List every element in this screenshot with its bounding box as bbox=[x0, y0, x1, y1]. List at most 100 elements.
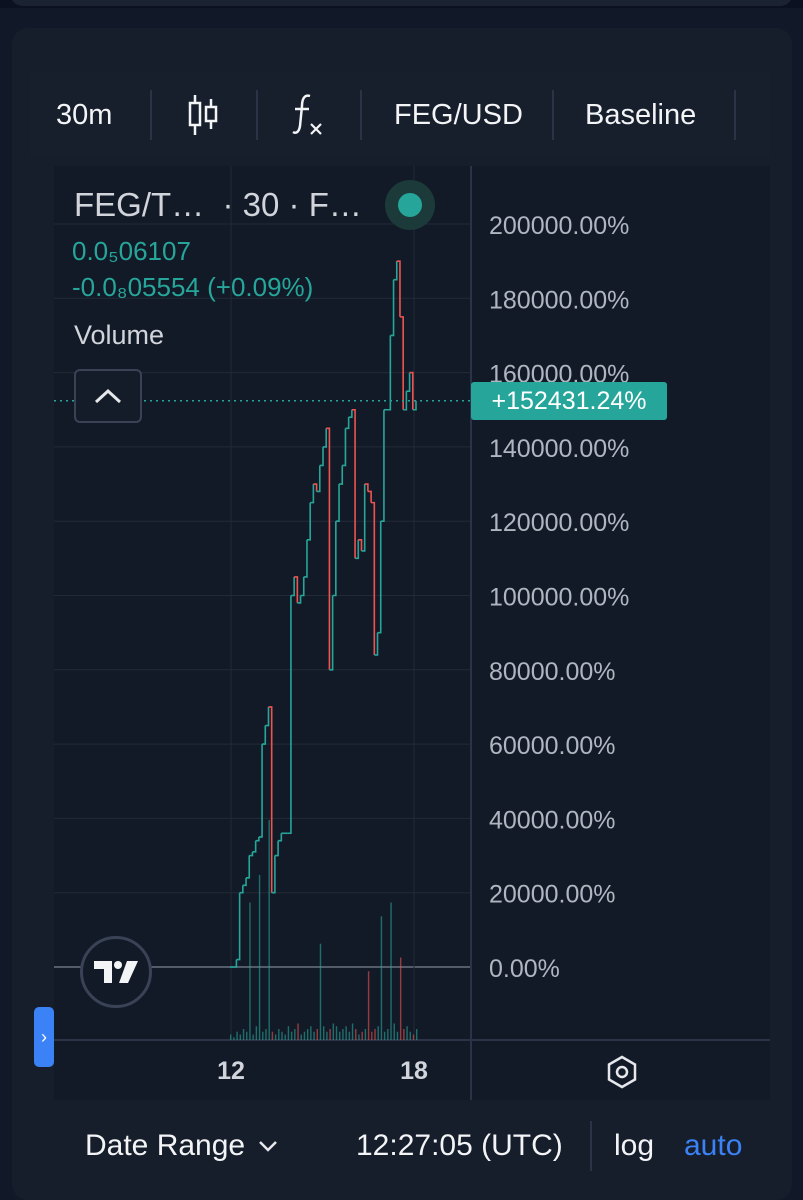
y-tick-label: 100000.00% bbox=[489, 584, 629, 612]
indicators-button[interactable] bbox=[290, 72, 326, 158]
bottom-divider bbox=[590, 1121, 592, 1171]
volume-bar bbox=[316, 1029, 318, 1040]
price-line-segment bbox=[258, 744, 263, 838]
price-chart[interactable]: 200000.00%180000.00%160000.00%140000.00%… bbox=[54, 166, 770, 1100]
symbol-button[interactable]: FEG/USD bbox=[394, 98, 523, 131]
tradingview-logo[interactable] bbox=[80, 936, 152, 1008]
price-line-segment bbox=[364, 483, 369, 492]
top-strip bbox=[0, 0, 803, 8]
volume-bar bbox=[380, 916, 383, 1040]
volume-bar bbox=[416, 1029, 418, 1040]
price-line-segment bbox=[294, 576, 299, 603]
price-line-segment bbox=[306, 502, 311, 541]
price-line-segment bbox=[236, 892, 241, 961]
volume-bar bbox=[262, 1031, 264, 1040]
price-line-segment bbox=[371, 501, 376, 655]
price-line-segment bbox=[351, 408, 356, 559]
price-line-segment bbox=[239, 885, 244, 894]
volume-bar bbox=[367, 971, 370, 1040]
utc-clock[interactable]: 12:27:05 (UTC) bbox=[356, 1129, 563, 1162]
volume-bar bbox=[326, 1031, 328, 1040]
volume-bar bbox=[396, 1031, 399, 1040]
volume-bar bbox=[383, 1031, 386, 1040]
volume-bar bbox=[252, 1034, 254, 1040]
price-line-segment bbox=[290, 576, 295, 597]
date-range-button[interactable]: Date Range bbox=[85, 1110, 279, 1182]
toolbar-divider bbox=[552, 90, 554, 140]
volume-bar bbox=[371, 1031, 373, 1040]
price-line-segment bbox=[262, 725, 267, 745]
volume-bar bbox=[313, 1031, 315, 1040]
toolbar-divider bbox=[150, 90, 152, 140]
volume-bar bbox=[358, 1034, 360, 1040]
volume-bar bbox=[406, 1026, 408, 1040]
volume-bar bbox=[399, 957, 402, 1040]
price-line-segment bbox=[242, 877, 247, 887]
volume-bar bbox=[268, 820, 270, 1040]
y-tick-label: 0.00% bbox=[489, 955, 560, 983]
volume-bar bbox=[303, 1031, 306, 1040]
last-price-badge: +152431.24% bbox=[471, 382, 667, 420]
volume-bar bbox=[319, 943, 322, 1040]
settings-hexagon-icon bbox=[607, 1055, 637, 1089]
candles-icon bbox=[188, 95, 218, 135]
price-line-segment bbox=[319, 446, 324, 467]
expand-panel-tab[interactable]: › bbox=[34, 1007, 54, 1067]
volume-legend[interactable]: Volume bbox=[74, 320, 165, 350]
volume-bar bbox=[361, 1031, 363, 1040]
volume-bar bbox=[342, 1029, 344, 1040]
volume-bar bbox=[239, 1034, 242, 1040]
volume-bar bbox=[281, 1031, 283, 1040]
y-tick-label: 20000.00% bbox=[489, 881, 616, 909]
price-line-segment bbox=[297, 595, 302, 604]
legend-change: -0.0₈05554 (+0.09%) bbox=[72, 272, 314, 302]
volume-bar bbox=[387, 1029, 389, 1040]
volume-bar bbox=[345, 1026, 347, 1040]
price-line-segment bbox=[396, 260, 401, 317]
price-line-segment bbox=[303, 539, 308, 578]
price-line-segment bbox=[342, 428, 347, 467]
price-line-segment bbox=[287, 595, 292, 835]
price-line-segment bbox=[310, 484, 315, 504]
price-line-segment bbox=[271, 855, 276, 894]
volume-bar bbox=[403, 1029, 405, 1040]
log-scale-toggle[interactable]: log bbox=[614, 1129, 655, 1162]
price-line-segment bbox=[274, 840, 279, 857]
price-line-segment bbox=[252, 840, 257, 853]
bottom-bar: Date Range 12:27:05 (UTC) log auto bbox=[54, 1110, 770, 1182]
volume-bar bbox=[409, 1031, 411, 1040]
volume-bar bbox=[348, 1031, 351, 1040]
auto-scale-toggle[interactable]: auto bbox=[684, 1129, 743, 1162]
price-line-segment bbox=[233, 959, 238, 968]
volume-bar bbox=[329, 1029, 331, 1040]
volume-bar bbox=[300, 1034, 302, 1040]
volume-bar bbox=[233, 1037, 235, 1040]
chart-settings-button[interactable] bbox=[600, 1050, 644, 1094]
chart-type-button[interactable] bbox=[186, 72, 220, 158]
volume-bar bbox=[258, 875, 261, 1040]
chart-style-button[interactable]: Baseline bbox=[585, 98, 697, 131]
volume-bar bbox=[242, 1029, 245, 1040]
volume-bar bbox=[290, 1031, 293, 1040]
x-tick-label: 12 bbox=[217, 1057, 245, 1085]
date-range-label: Date Range bbox=[85, 1129, 246, 1162]
y-tick-label: 120000.00% bbox=[489, 509, 629, 537]
price-line-segment bbox=[399, 316, 404, 410]
toolbar-divider bbox=[360, 90, 362, 140]
volume-bar bbox=[339, 1031, 341, 1040]
volume-bar bbox=[310, 1026, 312, 1040]
price-line-segment bbox=[255, 836, 260, 842]
volume-bar bbox=[412, 1034, 415, 1040]
interval-button[interactable]: 30m bbox=[56, 98, 113, 131]
y-tick-label: 80000.00% bbox=[489, 658, 616, 686]
legend-title[interactable]: FEG/T… · 30 · F… bbox=[74, 186, 362, 223]
volume-bar bbox=[294, 1029, 296, 1040]
collapse-legend-button[interactable] bbox=[74, 369, 142, 423]
chart-panel[interactable]: 200000.00% 180000.00% 160000.00% 140000.00%… bbox=[54, 166, 770, 1100]
volume-bar bbox=[246, 1031, 248, 1040]
price-line-segment bbox=[335, 484, 340, 522]
volume-bar bbox=[332, 1023, 335, 1040]
price-line-segment bbox=[313, 483, 318, 492]
chart-toolbar: 30m FEG/USD Baseline bbox=[30, 72, 770, 158]
volume-bar bbox=[297, 1023, 299, 1040]
